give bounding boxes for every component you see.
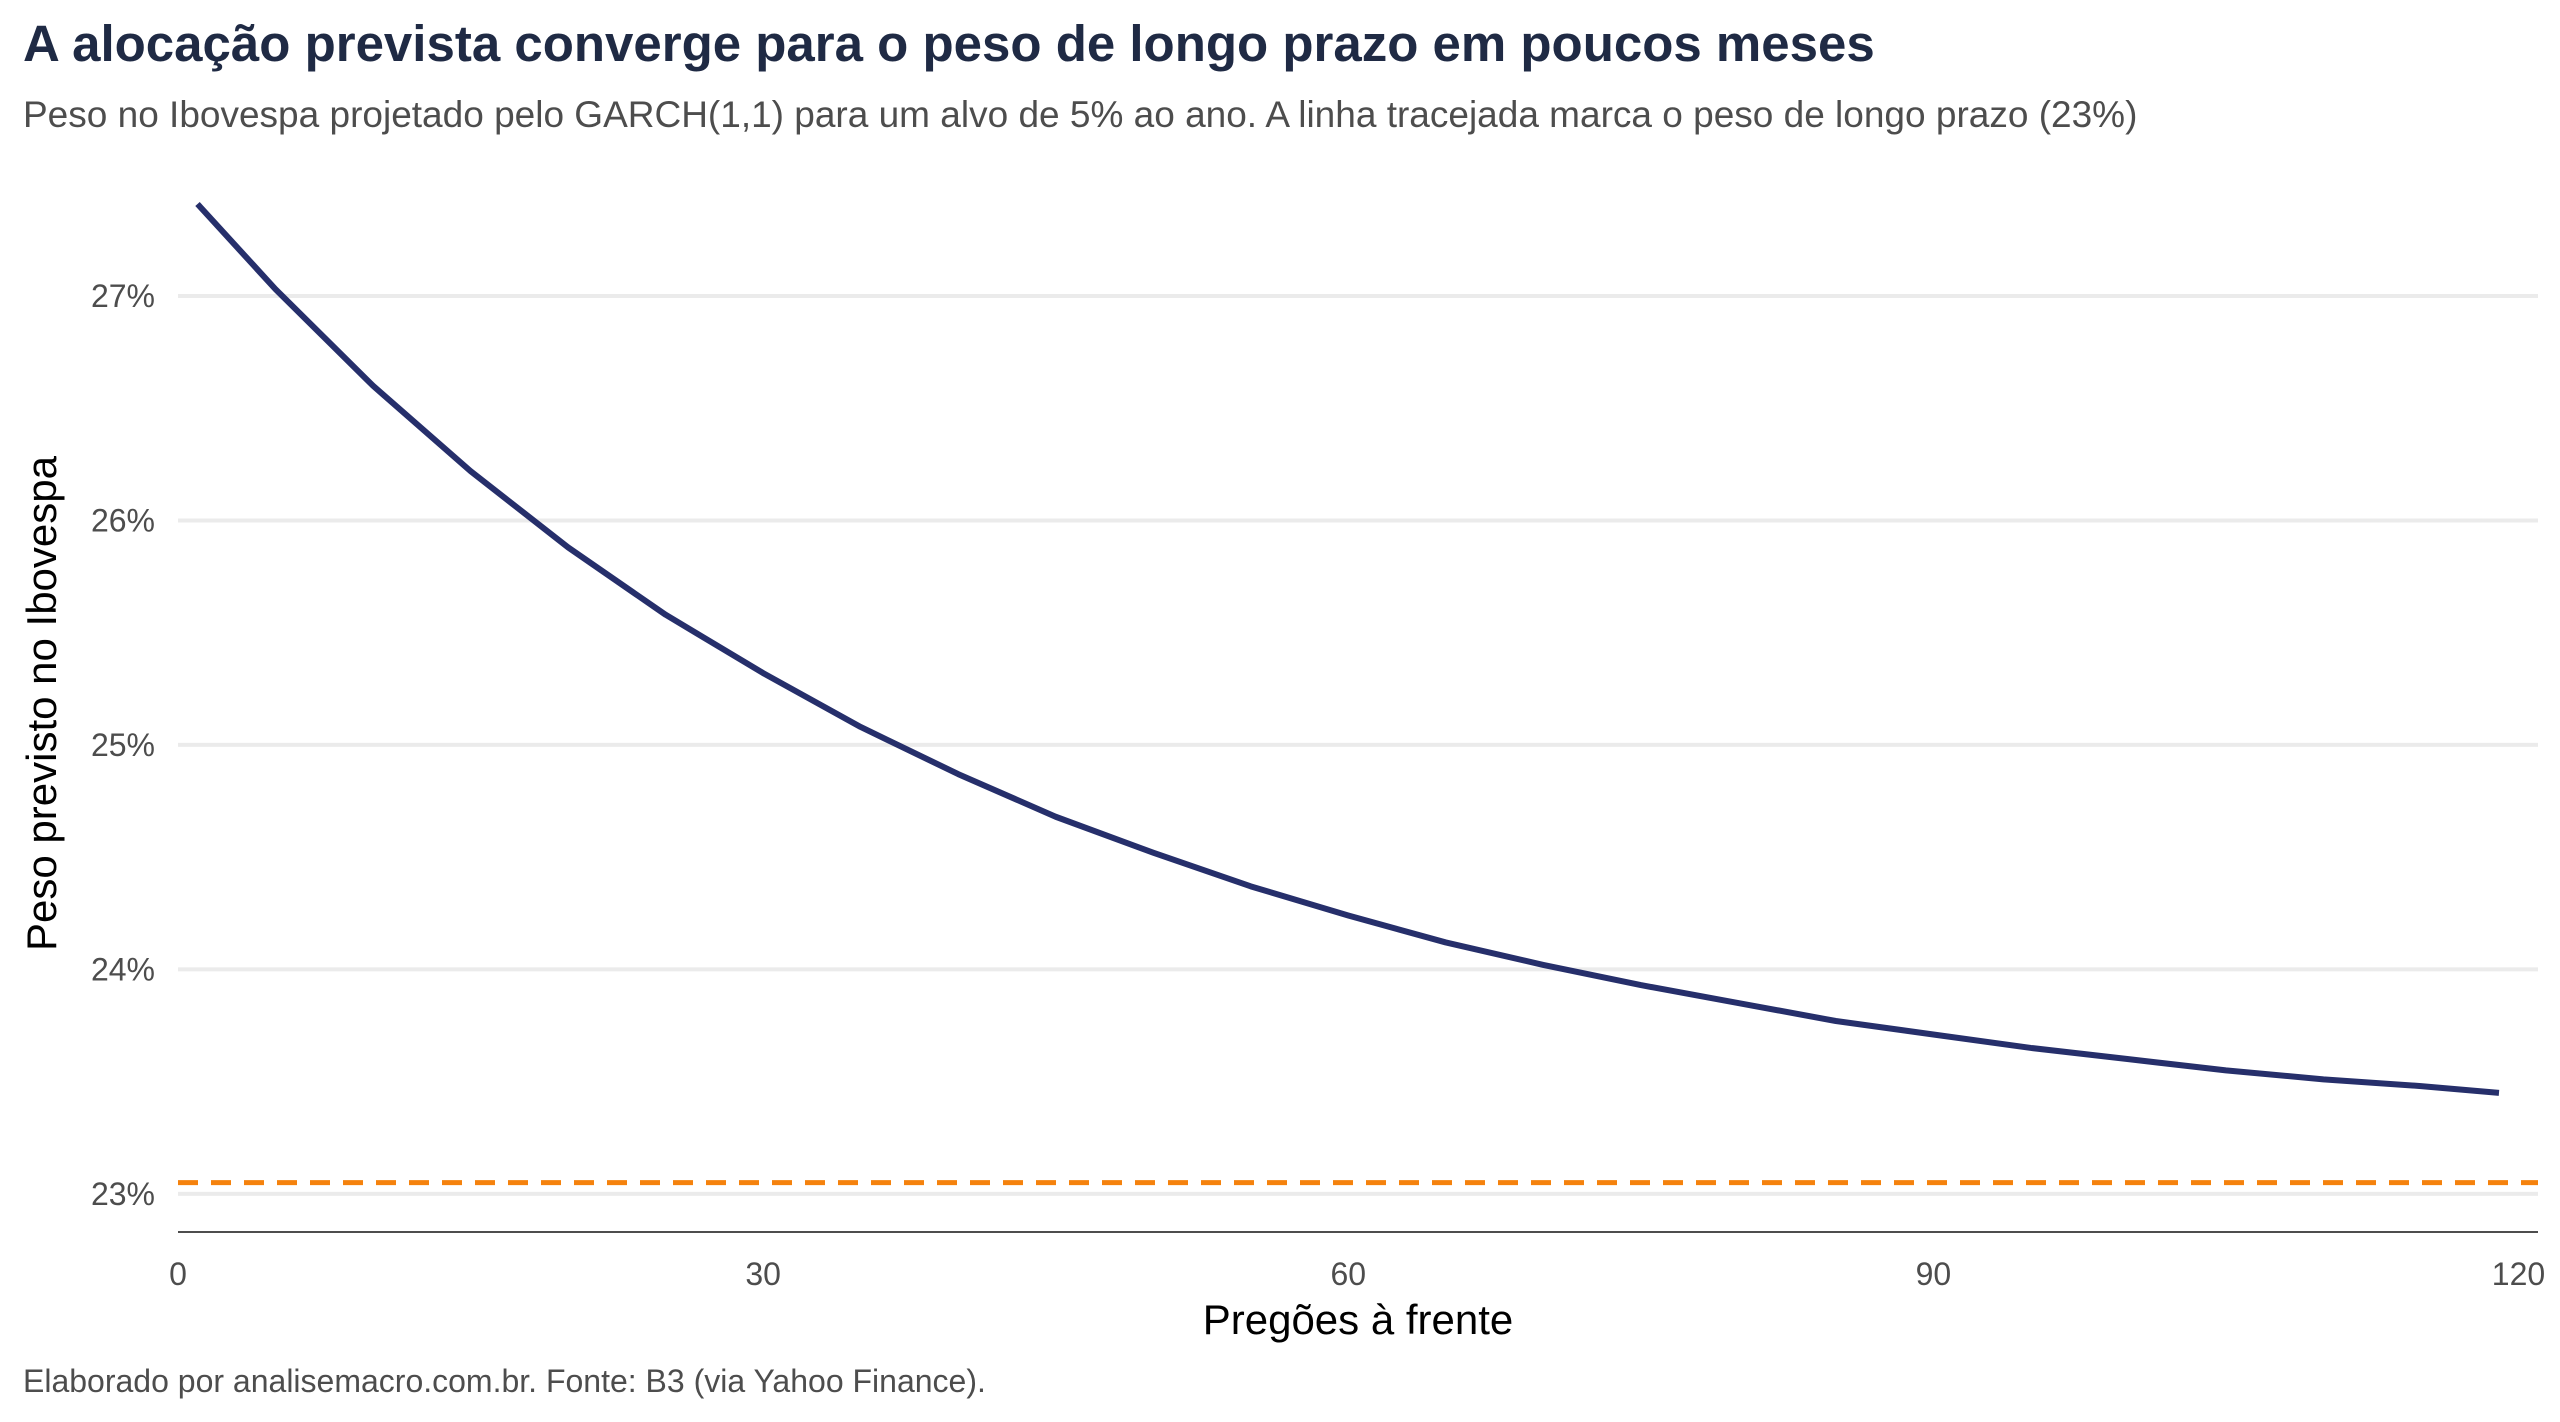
x-tick-labels: 0 30 60 90 120 <box>169 1256 2545 1292</box>
x-tick-label: 120 <box>2492 1256 2545 1292</box>
series-layer <box>195 201 2500 1096</box>
y-axis-title: Peso previsto no Ibovespa <box>18 455 65 951</box>
x-tick-label: 0 <box>169 1256 187 1292</box>
chart-subtitle: Peso no Ibovespa projetado pelo GARCH(1,… <box>23 94 2138 135</box>
x-tick-label: 90 <box>1916 1256 1952 1292</box>
y-tick-label: 24% <box>91 951 155 987</box>
grid-lines <box>178 294 2538 1196</box>
x-tick-label: 60 <box>1330 1256 1366 1292</box>
x-tick-label: 30 <box>745 1256 781 1292</box>
y-tick-label: 26% <box>91 502 155 538</box>
y-tick-label: 27% <box>91 278 155 314</box>
y-tick-labels: 23% 24% 25% 26% 27% <box>91 278 155 1212</box>
x-axis-title: Pregões à frente <box>1203 1296 1514 1343</box>
y-tick-label: 23% <box>91 1176 155 1212</box>
chart-title: A alocação prevista converge para o peso… <box>23 15 1875 72</box>
chart-caption: Elaborado por analisemacro.com.br. Fonte… <box>23 1363 986 1399</box>
y-tick-label: 25% <box>91 727 155 763</box>
forecast-weight-line-0 <box>195 201 2500 1096</box>
